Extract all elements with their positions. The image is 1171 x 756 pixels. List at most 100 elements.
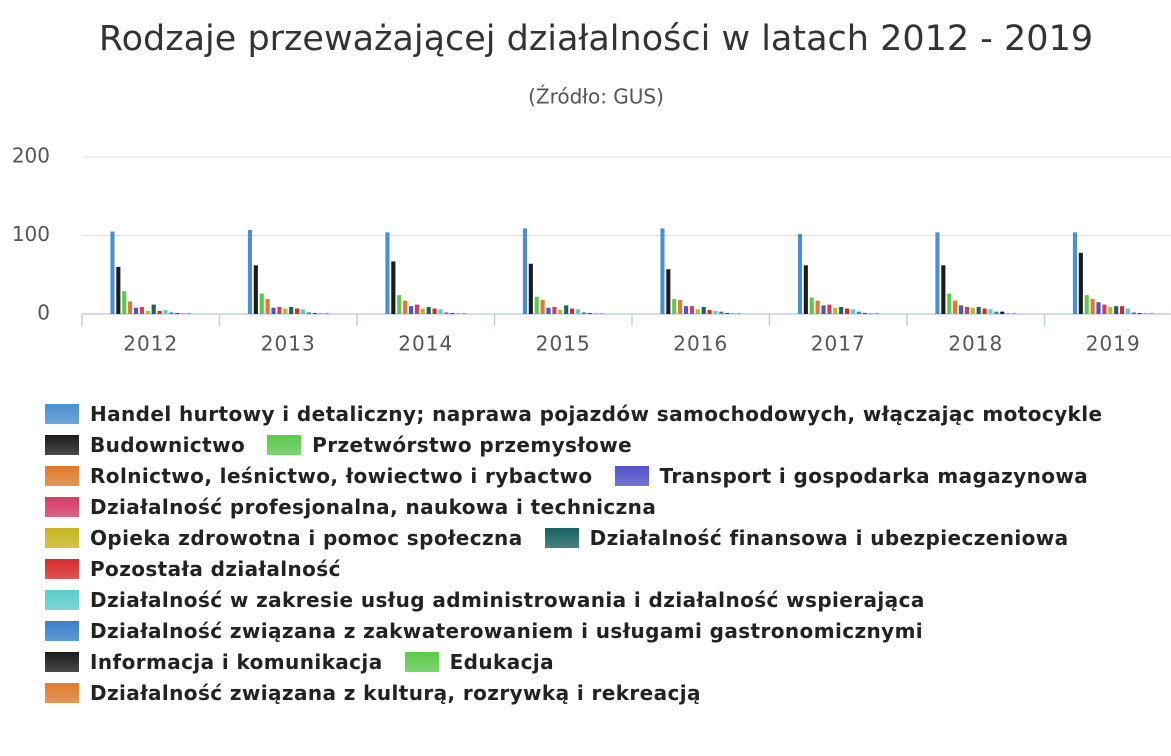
bar: [815, 300, 820, 314]
legend-item[interactable]: Działalność związana z zakwaterowaniem i…: [45, 615, 923, 646]
bar: [953, 300, 958, 314]
chart-subtitle: (Źródło: GUS): [528, 85, 664, 109]
bar: [432, 308, 437, 314]
legend-item[interactable]: Budownictwo: [45, 429, 245, 460]
bar: [809, 297, 814, 314]
bar: [1131, 312, 1136, 314]
legend-label: Pozostała działalność: [90, 556, 341, 581]
legend-label: Przetwórstwo przemysłowe: [312, 432, 633, 457]
legend-swatch: [45, 403, 79, 424]
bar: [558, 310, 563, 314]
bar: [564, 305, 569, 314]
y-tick-label: 200: [12, 144, 50, 168]
bar: [318, 313, 323, 314]
legend: Handel hurtowy i detaliczny; naprawa poj…: [45, 398, 1171, 708]
bar: [862, 313, 867, 314]
legend-swatch: [45, 682, 79, 703]
bar: [1096, 302, 1101, 314]
bar: [982, 308, 987, 314]
bar: [283, 308, 288, 314]
bar: [145, 310, 150, 314]
legend-item[interactable]: Działalność profesjonalna, naukowa i tec…: [45, 491, 656, 522]
legend-swatch: [45, 465, 79, 486]
bar: [289, 306, 294, 314]
bar: [941, 265, 946, 314]
x-tick-label: 2013: [261, 332, 316, 356]
bar: [163, 310, 168, 314]
bar: [976, 306, 981, 314]
legend-swatch: [45, 589, 79, 610]
bar: [672, 299, 677, 314]
bar: [420, 308, 425, 314]
bar: [324, 313, 329, 314]
bar: [175, 313, 180, 314]
legend-label: Informacja i komunikacja: [90, 649, 383, 674]
x-tick-label: 2018: [948, 332, 1003, 356]
bar: [1084, 295, 1089, 314]
bar: [695, 309, 700, 314]
legend-item[interactable]: Transport i gospodarka magazynowa: [614, 460, 1089, 491]
legend-item[interactable]: Działalność finansowa i ubezpieczeniowa: [544, 522, 1069, 553]
legend-swatch: [45, 434, 79, 455]
legend-item[interactable]: Handel hurtowy i detaliczny; naprawa poj…: [45, 398, 1102, 429]
x-tick-label: 2015: [536, 332, 591, 356]
bar: [678, 299, 683, 314]
y-tick-label: 100: [12, 222, 50, 246]
bar: [122, 291, 127, 314]
bar: [1120, 306, 1125, 314]
legend-swatch: [267, 434, 302, 455]
legend-swatch: [45, 496, 79, 517]
bar: [265, 299, 270, 314]
bar: [312, 313, 317, 314]
bar: [110, 231, 115, 314]
bar: [306, 312, 311, 314]
legend-item[interactable]: Informacja i komunikacja: [45, 646, 383, 677]
bar: [736, 313, 742, 314]
bar: [522, 228, 528, 314]
bar: [397, 295, 402, 314]
legend-swatch: [45, 527, 79, 548]
bar: [253, 265, 258, 314]
bar: [151, 304, 156, 314]
chart-title: Rodzaje przeważającej działalności w lat…: [99, 19, 1093, 59]
bar: [403, 300, 408, 314]
legend-swatch: [45, 558, 79, 579]
bar: [534, 296, 539, 314]
bar: [391, 261, 396, 314]
bar: [850, 309, 856, 314]
bar: [713, 310, 718, 314]
legend-label: Działalność profesjonalna, naukowa i tec…: [90, 494, 657, 519]
bar: [958, 305, 964, 314]
bar: [414, 304, 419, 314]
bar: [1137, 313, 1142, 314]
bar: [271, 307, 276, 314]
bar: [964, 306, 969, 314]
bar: [186, 313, 192, 314]
chart: Rodzaje przeważającej działalności w lat…: [12, 19, 1171, 356]
x-tick-label: 2019: [1086, 332, 1141, 356]
x-tick-label: 2017: [811, 332, 866, 356]
bar: [575, 309, 581, 314]
bar: [128, 301, 133, 314]
legend-item[interactable]: Przetwórstwo przemysłowe: [267, 429, 632, 460]
legend-label: Działalność związana z kulturą, rozrywką…: [90, 680, 701, 705]
bar: [683, 306, 689, 314]
legend-item[interactable]: Rolnictwo, leśnictwo, łowiectwo i rybact…: [45, 460, 593, 491]
bar: [587, 313, 592, 314]
legend-label: Działalność związana z zakwaterowaniem i…: [90, 618, 924, 643]
legend-label: Budownictwo: [90, 432, 246, 457]
bar: [839, 306, 844, 314]
legend-label: Edukacja: [449, 649, 555, 674]
legend-item[interactable]: Działalność w zakresie usług administrow…: [45, 584, 925, 615]
bar: [1114, 306, 1119, 314]
bar: [725, 313, 730, 314]
bar: [707, 310, 712, 314]
bar: [593, 313, 598, 314]
legend-item[interactable]: Działalność związana z kulturą, rozrywką…: [45, 677, 701, 708]
bar: [935, 232, 940, 314]
bar: [1102, 304, 1107, 314]
x-tick-label: 2012: [123, 332, 178, 356]
legend-item[interactable]: Pozostała działalność: [45, 553, 341, 584]
legend-item[interactable]: Edukacja: [404, 646, 555, 677]
legend-item[interactable]: Opieka zdrowotna i pomoc społeczna: [45, 522, 523, 553]
